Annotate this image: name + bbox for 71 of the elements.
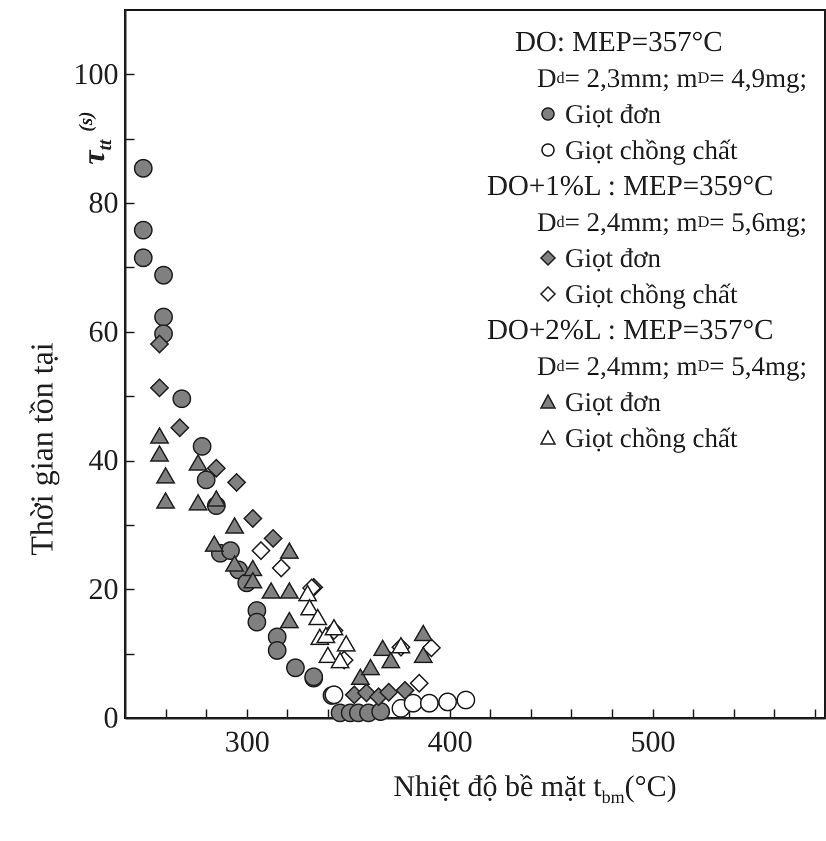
legend-label: Giọt đơn <box>564 242 662 275</box>
point <box>225 517 244 534</box>
point <box>330 652 350 668</box>
point <box>154 266 173 285</box>
annotation: DO+2%L : MEP=357°C <box>486 313 775 348</box>
y-tick-label: 100 <box>74 58 118 91</box>
legend-label: Giọt chồng chất <box>564 422 738 455</box>
point <box>396 680 414 700</box>
point <box>196 470 216 490</box>
point <box>154 308 173 326</box>
y-tick-label: 0 <box>104 702 118 734</box>
y-tick-label: 80 <box>88 186 118 220</box>
point <box>243 509 262 528</box>
point <box>264 529 283 548</box>
point <box>361 658 380 676</box>
point <box>280 542 299 559</box>
point <box>188 494 208 511</box>
point <box>324 618 344 636</box>
legend-label: Giọt chồng chất <box>564 278 738 311</box>
point <box>134 158 153 178</box>
point <box>150 427 169 444</box>
point <box>204 535 224 552</box>
point <box>373 640 392 656</box>
point <box>371 702 390 721</box>
point <box>134 220 153 240</box>
point <box>414 624 433 642</box>
point <box>280 582 299 599</box>
point <box>280 612 299 628</box>
point <box>336 635 356 652</box>
point <box>308 608 328 626</box>
annotation: DO+1%L : MEP=359°C <box>486 169 775 204</box>
legend-label: Giọt chồng chất <box>564 134 738 167</box>
point <box>225 555 244 572</box>
point <box>172 389 192 408</box>
point <box>298 584 318 602</box>
point <box>170 418 190 438</box>
point <box>243 560 262 576</box>
point <box>156 492 175 509</box>
point <box>150 378 169 398</box>
point <box>247 612 266 632</box>
y-axis-title: Thời gian tồn tại <box>24 342 60 556</box>
x-tick-label: 400 <box>428 726 473 758</box>
legend-label: Giọt đơn <box>564 98 662 131</box>
point <box>206 458 226 478</box>
point <box>350 668 370 686</box>
annotation: DO: MEP=357°C <box>514 25 724 60</box>
point <box>134 248 153 268</box>
x-tick-label: 300 <box>224 726 270 758</box>
point <box>414 646 433 664</box>
point <box>227 473 246 492</box>
point <box>379 682 398 702</box>
y-tick-label: 20 <box>88 572 118 606</box>
point <box>381 652 400 668</box>
y-tick-label: 60 <box>88 315 118 348</box>
point <box>221 541 240 560</box>
legend-label: Giọt đơn <box>564 386 662 419</box>
point <box>188 454 208 471</box>
point <box>243 572 262 589</box>
point <box>357 683 376 702</box>
point <box>318 646 338 664</box>
x-tick-label: 500 <box>630 726 676 758</box>
point <box>192 436 212 456</box>
point <box>150 445 169 462</box>
point <box>156 467 175 484</box>
point <box>268 641 287 660</box>
point <box>286 658 305 678</box>
x-axis-title: Nhiệt độ bề mặt t$_{bm}$(°C) <box>393 770 677 808</box>
point <box>150 334 169 354</box>
y-tick-label: 40 <box>88 444 118 478</box>
point <box>262 582 280 599</box>
point <box>206 490 226 507</box>
